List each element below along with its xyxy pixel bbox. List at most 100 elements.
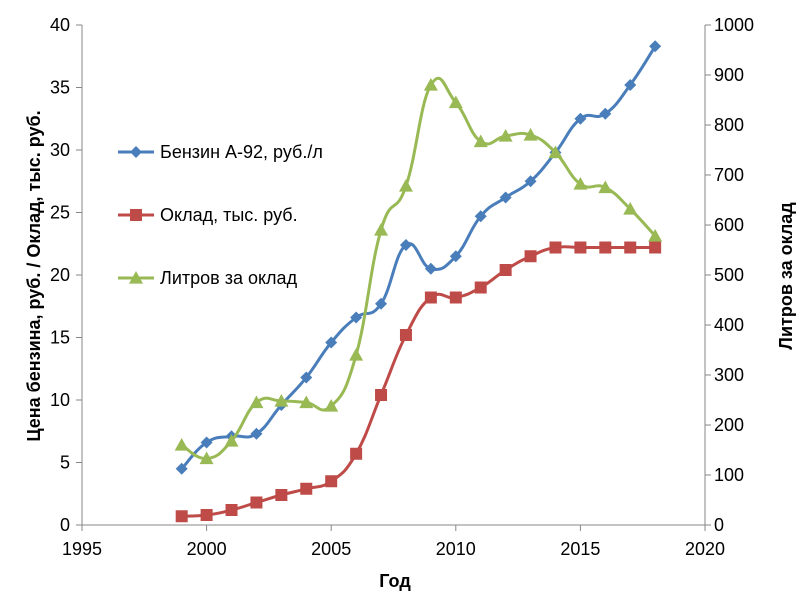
series-line-litrov bbox=[180, 76, 657, 461]
data-point-litrov bbox=[498, 129, 513, 142]
y2-tick-label: 1000 bbox=[714, 15, 754, 35]
series-benzin bbox=[175, 40, 662, 475]
data-point-litrov bbox=[174, 438, 189, 451]
data-point-oklad bbox=[200, 509, 213, 521]
data-point-litrov bbox=[324, 399, 339, 412]
legend-marker-litrov bbox=[129, 271, 143, 284]
data-point-benzin bbox=[399, 239, 412, 251]
data-point-benzin bbox=[574, 112, 587, 125]
data-point-benzin bbox=[250, 427, 263, 440]
data-point-litrov bbox=[374, 223, 389, 236]
y2-tick-label: 800 bbox=[714, 115, 744, 135]
y-tick-label: 25 bbox=[50, 203, 70, 223]
data-point-oklad bbox=[424, 291, 437, 304]
axes: 0510152025303540010020030040050060070080… bbox=[50, 15, 754, 559]
data-point-benzin bbox=[375, 297, 388, 310]
data-point-benzin bbox=[325, 336, 338, 349]
y-axis-title: Цена бензина, руб. / Оклад, тыс. руб. bbox=[24, 110, 44, 441]
x-tick-label: 2000 bbox=[187, 539, 227, 559]
x-tick-label: 2015 bbox=[560, 539, 600, 559]
data-point-oklad bbox=[300, 482, 313, 495]
y2-tick-label: 900 bbox=[714, 65, 744, 85]
data-point-benzin bbox=[424, 262, 437, 275]
series-litrov bbox=[174, 76, 663, 465]
data-point-oklad bbox=[350, 447, 363, 460]
data-point-benzin bbox=[350, 311, 363, 324]
y-tick-label: 15 bbox=[50, 328, 70, 348]
data-point-oklad bbox=[574, 241, 587, 254]
y2-tick-label: 0 bbox=[714, 515, 724, 535]
y2-tick-label: 500 bbox=[714, 265, 744, 285]
series-layer bbox=[174, 40, 663, 523]
data-point-benzin bbox=[524, 175, 537, 188]
data-point-litrov bbox=[224, 434, 239, 447]
data-point-benzin bbox=[499, 191, 512, 204]
legend-label-benzin: Бензин А-92, руб./л bbox=[160, 142, 323, 162]
data-point-oklad bbox=[275, 489, 288, 501]
legend-marker-benzin bbox=[130, 146, 142, 158]
y-tick-label: 40 bbox=[50, 15, 70, 35]
data-point-benzin bbox=[175, 462, 188, 475]
data-point-benzin bbox=[449, 250, 462, 263]
data-point-benzin bbox=[200, 436, 213, 449]
data-point-litrov bbox=[423, 78, 438, 91]
data-point-oklad bbox=[549, 241, 562, 254]
data-point-litrov bbox=[473, 134, 488, 148]
data-point-litrov bbox=[349, 348, 364, 361]
y2-tick-label: 300 bbox=[714, 365, 744, 385]
x-axis-title: Год bbox=[379, 571, 411, 591]
data-point-litrov bbox=[249, 395, 264, 409]
data-point-litrov bbox=[398, 179, 413, 192]
data-point-oklad bbox=[474, 281, 487, 294]
legend-label-oklad: Оклад, тыс. руб. bbox=[160, 205, 298, 225]
data-point-litrov bbox=[623, 202, 638, 215]
data-point-oklad bbox=[175, 510, 188, 523]
y-tick-label: 0 bbox=[60, 515, 70, 535]
data-point-benzin bbox=[599, 107, 612, 120]
series-oklad bbox=[175, 241, 662, 523]
y2-axis-title: Литров за оклад bbox=[776, 202, 796, 350]
data-point-benzin bbox=[649, 40, 662, 53]
data-point-litrov bbox=[648, 229, 663, 242]
data-point-oklad bbox=[524, 250, 537, 263]
x-tick-label: 2010 bbox=[436, 539, 476, 559]
y-tick-label: 5 bbox=[60, 453, 70, 473]
y-tick-label: 35 bbox=[50, 78, 70, 98]
legend-label-litrov: Литров за оклад bbox=[160, 268, 298, 288]
y-tick-label: 20 bbox=[50, 265, 70, 285]
data-point-litrov bbox=[573, 177, 588, 190]
legend-marker-oklad bbox=[130, 209, 142, 221]
y2-tick-label: 700 bbox=[714, 165, 744, 185]
data-point-litrov bbox=[523, 128, 538, 141]
y2-tick-label: 100 bbox=[714, 465, 744, 485]
data-point-litrov bbox=[548, 145, 563, 159]
x-tick-label: 2020 bbox=[685, 539, 725, 559]
y2-tick-label: 200 bbox=[714, 415, 744, 435]
y2-tick-label: 600 bbox=[714, 215, 744, 235]
data-point-benzin bbox=[474, 210, 487, 223]
data-point-oklad bbox=[499, 264, 512, 276]
y-tick-label: 10 bbox=[50, 390, 70, 410]
x-tick-label: 1995 bbox=[62, 539, 102, 559]
y-tick-label: 30 bbox=[50, 140, 70, 160]
data-point-litrov bbox=[448, 95, 463, 109]
data-point-benzin bbox=[300, 371, 313, 384]
data-point-litrov bbox=[598, 180, 613, 194]
data-point-benzin bbox=[624, 79, 637, 91]
data-point-oklad bbox=[225, 504, 238, 516]
data-point-oklad bbox=[649, 241, 662, 254]
data-point-oklad bbox=[599, 241, 612, 254]
data-point-litrov bbox=[299, 395, 314, 409]
legend: Бензин А-92, руб./л Оклад, тыс. руб. Литро… bbox=[118, 142, 323, 288]
x-tick-label: 2005 bbox=[311, 539, 351, 559]
y2-tick-label: 400 bbox=[714, 315, 744, 335]
data-point-litrov bbox=[199, 451, 214, 465]
data-point-oklad bbox=[375, 389, 388, 401]
data-point-litrov bbox=[274, 394, 289, 407]
data-point-oklad bbox=[449, 291, 462, 304]
data-point-oklad bbox=[250, 496, 263, 509]
data-point-oklad bbox=[399, 329, 412, 341]
data-point-oklad bbox=[325, 475, 338, 488]
data-point-oklad bbox=[624, 241, 637, 254]
